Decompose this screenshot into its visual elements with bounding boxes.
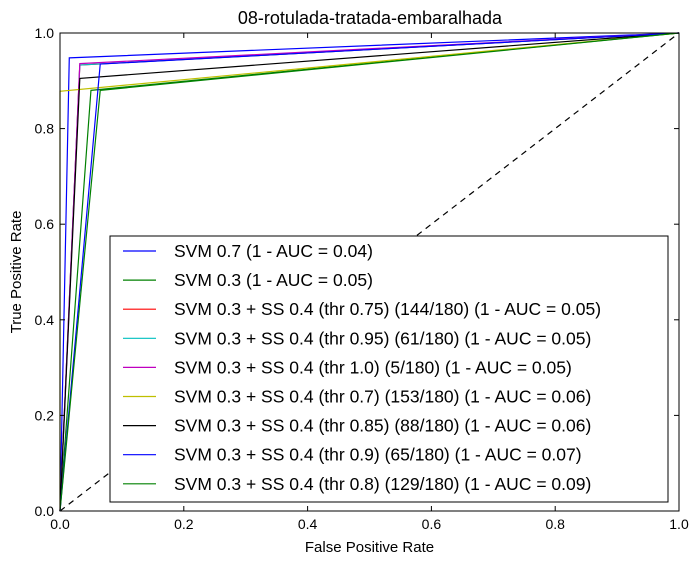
x-tick-label: 0.0: [50, 516, 70, 532]
series-line-7: [59, 32, 680, 512]
legend: SVM 0.7 (1 - AUC = 0.04) SVM 0.3 (1 - AUC…: [109, 235, 669, 503]
plot-border: [59, 32, 680, 512]
x-tick-label: 1.0: [669, 516, 689, 532]
ticks-layer: 0.0 0.2 0.4 0.6 0.8 1.0 0.0 0.2 0.4 0.6 0.8 1.0: [35, 25, 689, 532]
x-axis-label: False Positive Rate: [305, 539, 434, 556]
legend-label: SVM 0.3 + SS 0.4 (thr 0.75) (144/180) (1…: [174, 299, 601, 319]
legend-entry: SVM 0.3 + SS 0.4 (thr 0.9) (65/180) (1 -…: [123, 445, 582, 465]
series-line-9: [59, 32, 680, 512]
legend-entry: SVM 0.3 + SS 0.4 (thr 0.85) (88/180) (1 …: [123, 416, 591, 436]
y-tick-label: 0.0: [35, 503, 55, 519]
reference-line-layer: [59, 32, 680, 512]
y-tick-label: 0.6: [35, 216, 55, 232]
y-tick-label: 0.8: [35, 121, 55, 137]
legend-entry: SVM 0.3 + SS 0.4 (thr 1.0) (5/180) (1 - …: [123, 357, 572, 377]
legend-label: SVM 0.3 + SS 0.4 (thr 0.95) (61/180) (1 …: [174, 328, 591, 348]
legend-entry: SVM 0.3 + SS 0.4 (thr 0.95) (61/180) (1 …: [123, 328, 591, 348]
x-tick-label: 0.4: [298, 516, 318, 532]
legend-label: SVM 0.3 (1 - AUC = 0.05): [174, 270, 373, 290]
chart-title: 08-rotulada-tratada-embaralhada: [238, 8, 503, 28]
legend-label: SVM 0.3 + SS 0.4 (thr 0.9) (65/180) (1 -…: [174, 445, 582, 465]
legend-label: SVM 0.7 (1 - AUC = 0.04): [174, 241, 373, 261]
legend-entry: SVM 0.3 + SS 0.4 (thr 0.8) (129/180) (1 …: [123, 474, 591, 494]
x-tick-label: 0.8: [545, 516, 565, 532]
y-tick-label: 0.2: [35, 407, 55, 423]
legend-label: SVM 0.3 + SS 0.4 (thr 1.0) (5/180) (1 - …: [174, 357, 572, 377]
series-line-8: [59, 32, 680, 512]
legend-label: SVM 0.3 + SS 0.4 (thr 0.7) (153/180) (1 …: [174, 387, 591, 407]
y-tick-label: 0.4: [35, 312, 55, 328]
legend-entries: SVM 0.7 (1 - AUC = 0.04) SVM 0.3 (1 - AUC…: [123, 241, 601, 494]
legend-box: [109, 235, 669, 503]
y-tick-label: 1.0: [35, 25, 55, 41]
reference-diagonal-line: [59, 32, 680, 512]
legend-entry: SVM 0.3 + SS 0.4 (thr 0.75) (144/180) (1…: [123, 299, 601, 319]
legend-entry: SVM 0.3 + SS 0.4 (thr 0.7) (153/180) (1 …: [123, 387, 591, 407]
series-line-1: [59, 32, 680, 512]
x-tick-label: 0.6: [422, 516, 442, 532]
legend-entry: SVM 0.3 (1 - AUC = 0.05): [123, 270, 373, 290]
legend-entry: SVM 0.7 (1 - AUC = 0.04): [123, 241, 373, 261]
legend-label: SVM 0.3 + SS 0.4 (thr 0.8) (129/180) (1 …: [174, 474, 591, 494]
y-axis-label: True Positive Rate: [8, 211, 25, 334]
x-tick-label: 0.2: [174, 516, 194, 532]
legend-label: SVM 0.3 + SS 0.4 (thr 0.85) (88/180) (1 …: [174, 416, 591, 436]
